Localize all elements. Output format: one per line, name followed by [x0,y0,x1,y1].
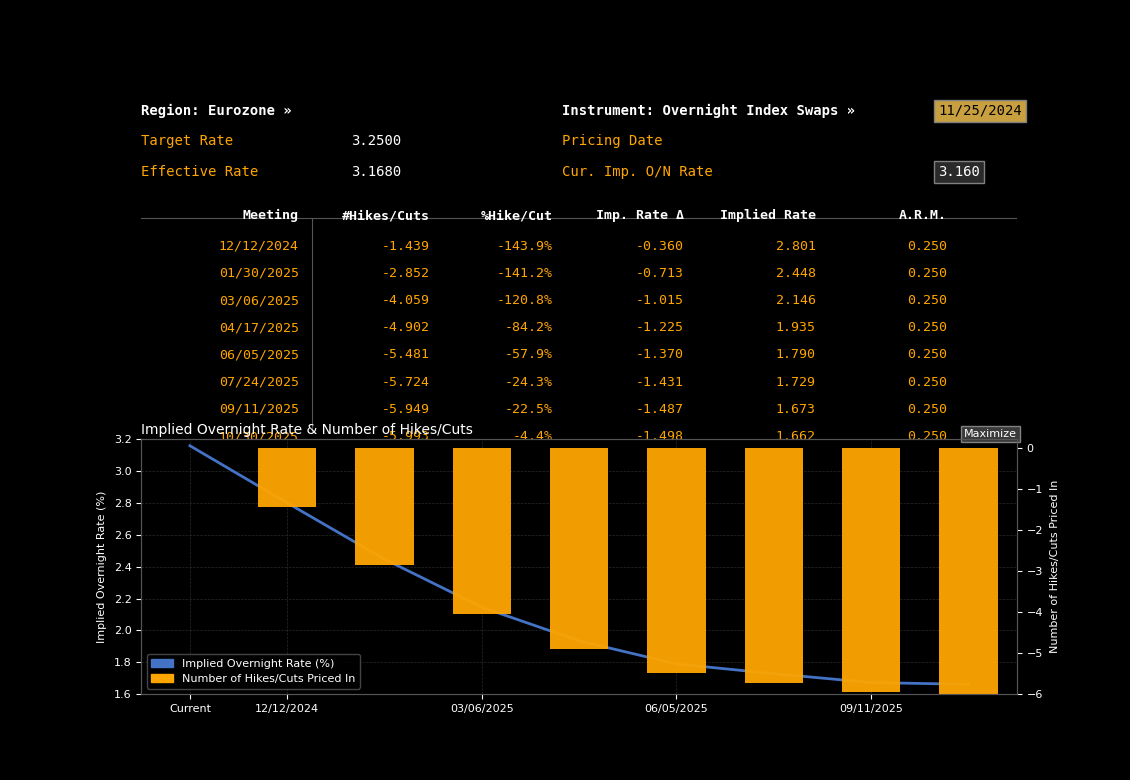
Bar [842,448,901,692]
Text: 07/24/2025: 07/24/2025 [219,376,298,388]
Text: -24.3%: -24.3% [505,376,553,388]
Text: 11/25/2024: 11/25/2024 [938,104,1022,118]
Y-axis label: Number of Hikes/Cuts Priced In: Number of Hikes/Cuts Priced In [1050,480,1060,654]
Text: 2.146: 2.146 [775,294,816,307]
Text: 03/06/2025: 03/06/2025 [219,294,298,307]
Text: -120.8%: -120.8% [497,294,553,307]
Text: -141.2%: -141.2% [497,267,553,280]
Text: 1.662: 1.662 [775,430,816,443]
Text: Implied Rate: Implied Rate [720,209,816,222]
Text: 06/05/2025: 06/05/2025 [219,349,298,361]
Text: 1.935: 1.935 [775,321,816,335]
Text: 0.250: 0.250 [907,376,947,388]
Text: 1.729: 1.729 [775,376,816,388]
Text: -84.2%: -84.2% [505,321,553,335]
Text: %Hike/Cut: %Hike/Cut [481,209,553,222]
Text: -5.481: -5.481 [382,349,431,361]
Text: 0.250: 0.250 [907,430,947,443]
Text: -1.370: -1.370 [636,349,685,361]
Text: 01/30/2025: 01/30/2025 [219,267,298,280]
Text: A.R.M.: A.R.M. [899,209,947,222]
Text: #Hikes/Cuts: #Hikes/Cuts [342,209,431,222]
Text: -1.015: -1.015 [636,294,685,307]
Legend: Implied Overnight Rate (%), Number of Hikes/Cuts Priced In: Implied Overnight Rate (%), Number of Hi… [147,654,360,689]
Text: Pricing Date: Pricing Date [562,134,662,148]
Text: 0.250: 0.250 [907,402,947,416]
Text: -1.225: -1.225 [636,321,685,335]
Text: 3.160: 3.160 [938,165,980,179]
Bar [939,448,998,694]
Text: -1.439: -1.439 [382,239,431,253]
Text: 2.801: 2.801 [775,239,816,253]
Text: -0.360: -0.360 [636,239,685,253]
Text: 1.673: 1.673 [775,402,816,416]
Text: -22.5%: -22.5% [505,402,553,416]
Text: -57.9%: -57.9% [505,349,553,361]
Text: Target Rate: Target Rate [141,134,234,148]
Bar [550,448,608,649]
Bar [745,448,803,682]
Text: 09/11/2025: 09/11/2025 [219,402,298,416]
Text: 10/30/2025: 10/30/2025 [219,430,298,443]
Text: -1.431: -1.431 [636,376,685,388]
Text: -5.949: -5.949 [382,402,431,416]
Text: 0.250: 0.250 [907,349,947,361]
Y-axis label: Implied Overnight Rate (%): Implied Overnight Rate (%) [97,491,106,643]
Text: 2.448: 2.448 [775,267,816,280]
Text: Cur. Imp. O/N Rate: Cur. Imp. O/N Rate [562,165,712,179]
Text: Implied Overnight Rate & Number of Hikes/Cuts: Implied Overnight Rate & Number of Hikes… [141,423,473,437]
Text: 3.1680: 3.1680 [351,165,401,179]
Text: 0.250: 0.250 [907,321,947,335]
Text: -1.487: -1.487 [636,402,685,416]
Text: -143.9%: -143.9% [497,239,553,253]
Text: -5.724: -5.724 [382,376,431,388]
Text: -2.852: -2.852 [382,267,431,280]
Text: Region: Eurozone »: Region: Eurozone » [141,104,292,118]
Text: Effective Rate: Effective Rate [141,165,259,179]
Text: Instrument: Overnight Index Swaps »: Instrument: Overnight Index Swaps » [562,104,854,118]
Text: Meeting: Meeting [243,209,298,222]
Text: -5.993: -5.993 [382,430,431,443]
Text: -4.4%: -4.4% [513,430,553,443]
Text: 1.790: 1.790 [775,349,816,361]
Text: 12/12/2024: 12/12/2024 [219,239,298,253]
Text: 3.2500: 3.2500 [351,134,401,148]
Text: 04/17/2025: 04/17/2025 [219,321,298,335]
Text: -1.498: -1.498 [636,430,685,443]
Text: -4.902: -4.902 [382,321,431,335]
Text: Imp. Rate Δ: Imp. Rate Δ [597,209,685,222]
Bar [355,448,414,565]
Text: 0.250: 0.250 [907,267,947,280]
Text: 0.250: 0.250 [907,239,947,253]
Bar [647,448,705,673]
Text: -0.713: -0.713 [636,267,685,280]
Text: 0.250: 0.250 [907,294,947,307]
Bar [453,448,511,615]
Bar [258,448,316,507]
Text: -4.059: -4.059 [382,294,431,307]
Text: Maximize: Maximize [964,429,1017,439]
